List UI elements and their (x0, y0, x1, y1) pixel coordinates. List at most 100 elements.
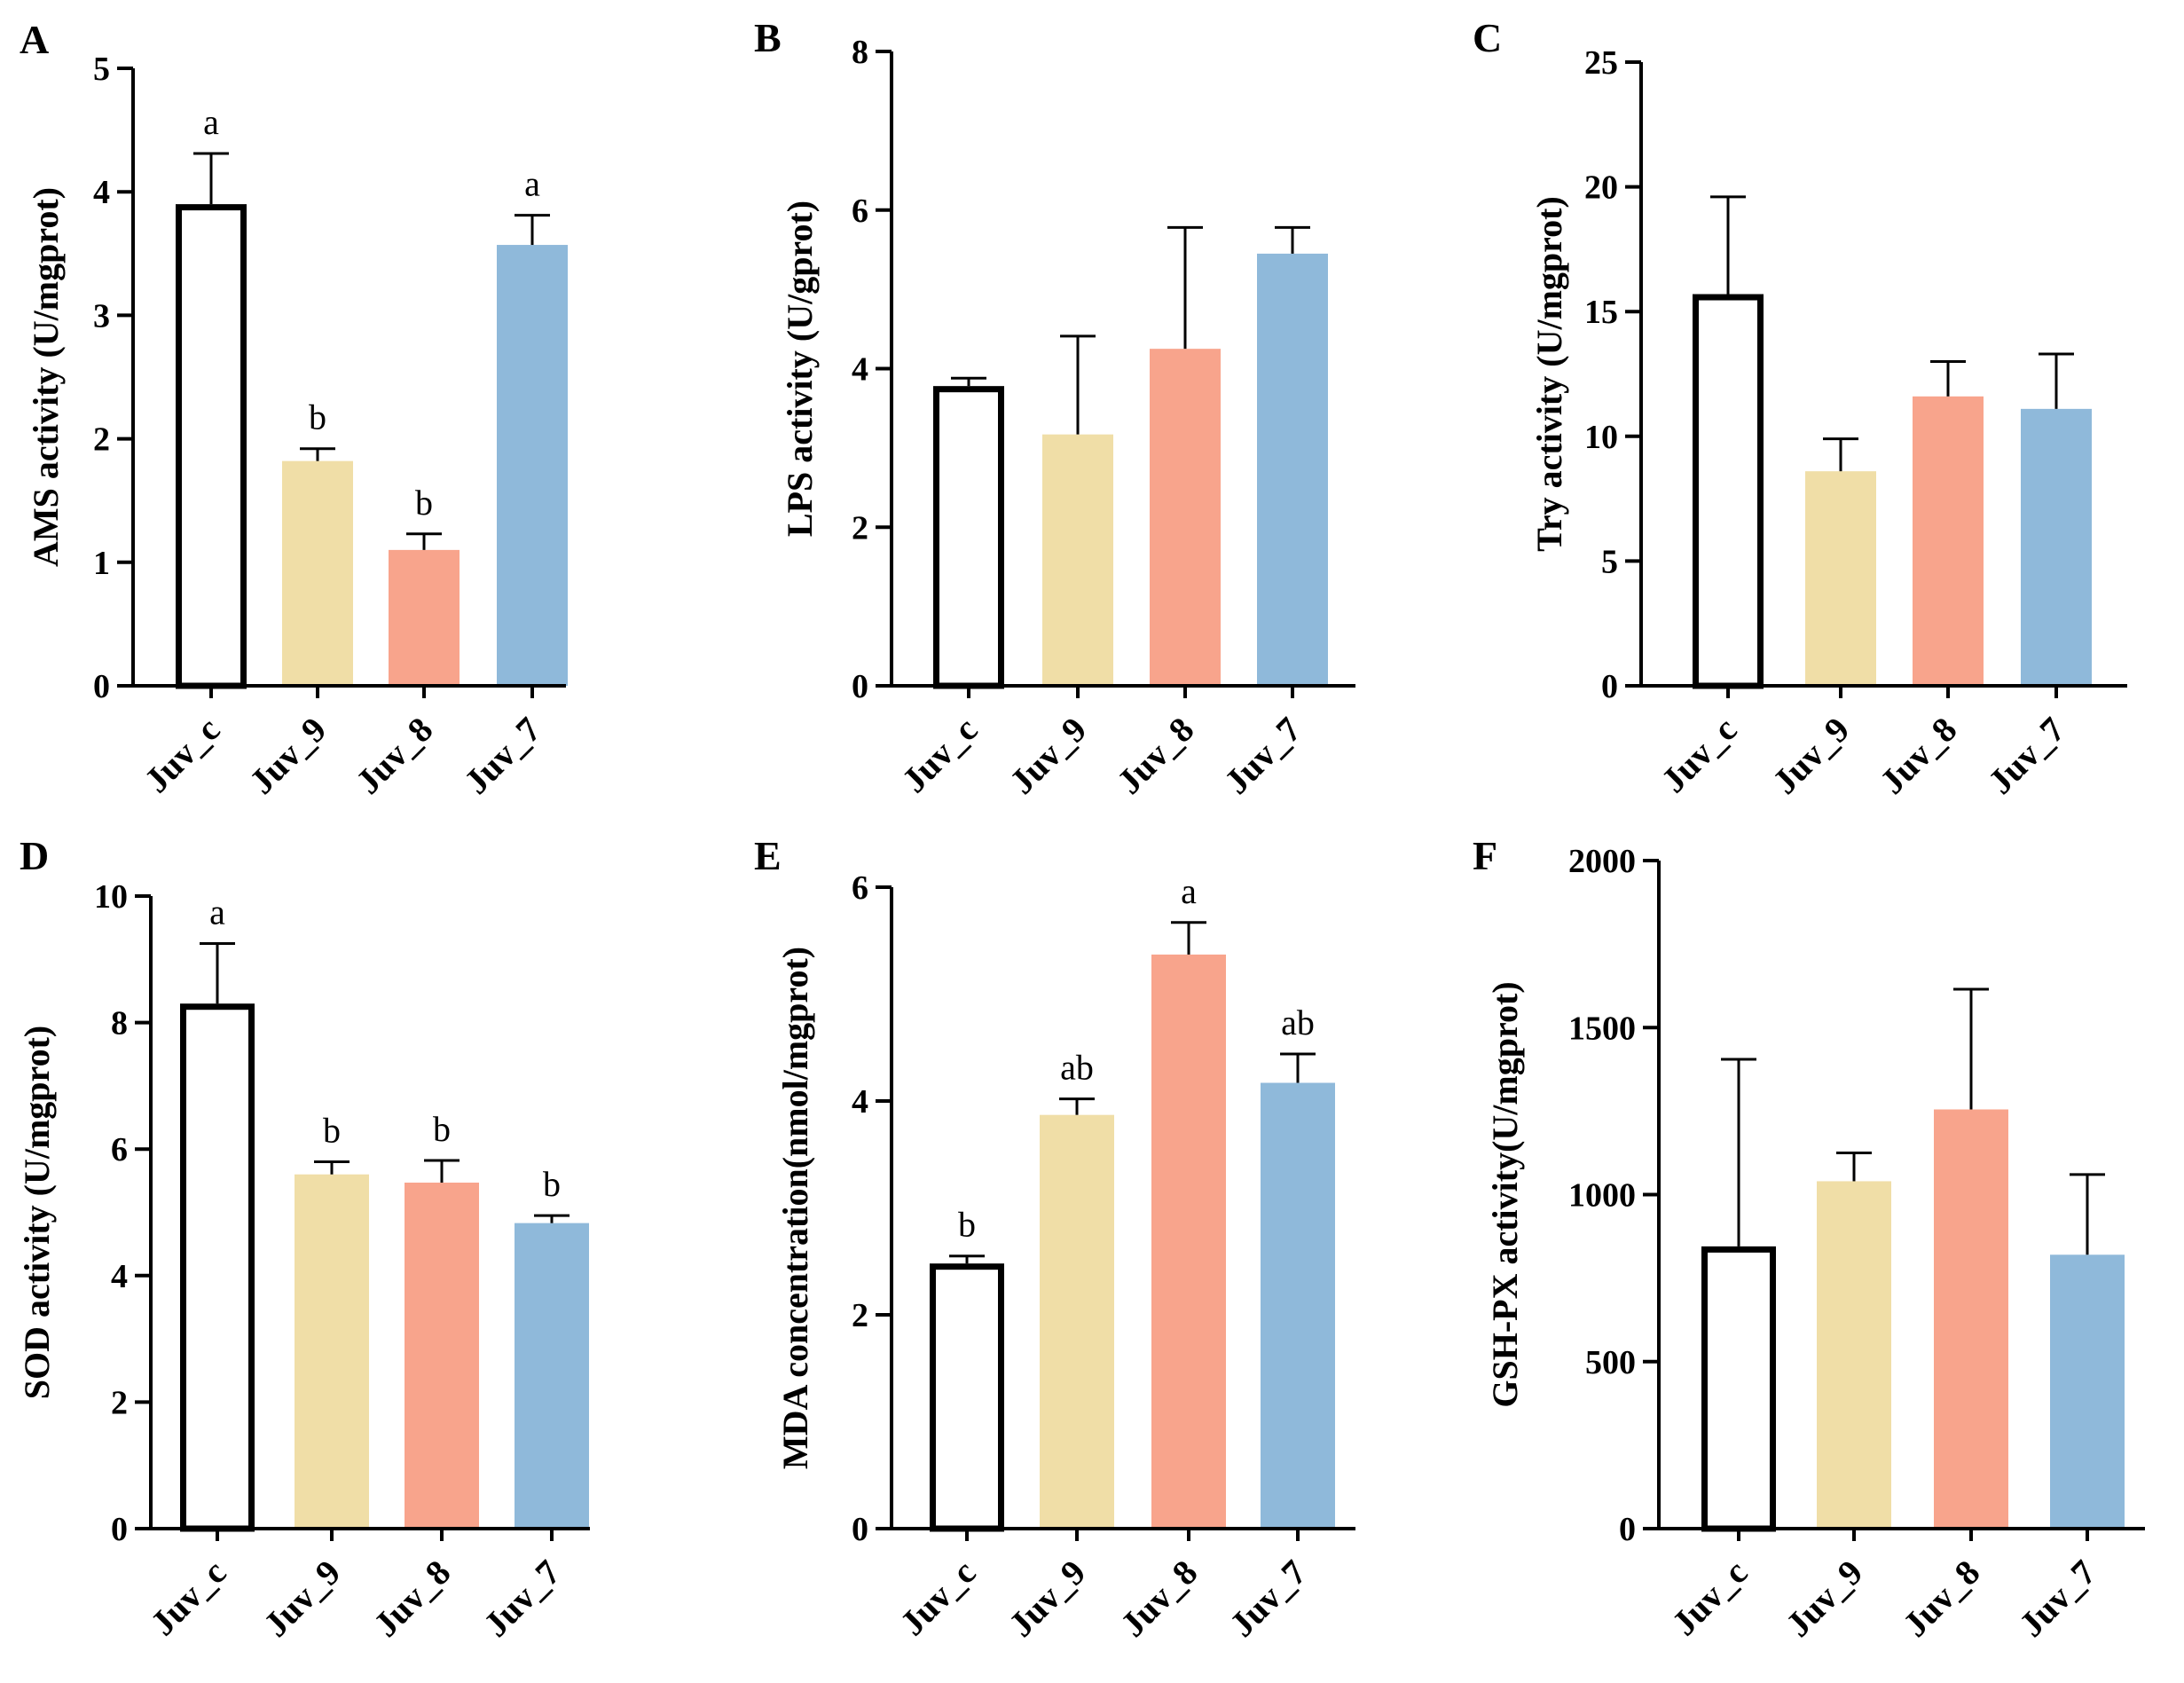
panel-label: B (754, 15, 782, 60)
y-tick-label: 1 (93, 545, 110, 582)
y-tick-label: 4 (852, 1083, 868, 1121)
significance-letter: b (309, 397, 326, 437)
y-tick-label: 2000 (1568, 843, 1636, 880)
x-tick-label: Juv_7 (1222, 1553, 1314, 1645)
y-tick-label: 3 (93, 297, 110, 334)
y-tick-label: 25 (1584, 44, 1618, 82)
bar-juv-7 (515, 1223, 589, 1529)
x-tick-label: Juv_8 (1109, 710, 1201, 802)
y-axis-label: LPS activity (U/gprot) (780, 201, 820, 537)
x-tick-label: Juv_7 (456, 710, 548, 802)
y-tick-label: 10 (1584, 419, 1618, 456)
bar-juv-8 (1934, 1109, 2008, 1529)
bar-juv-7 (2050, 1254, 2125, 1529)
significance-letter: b (543, 1164, 561, 1204)
bar-juv-c (176, 204, 247, 689)
bar-juv-c (180, 1003, 255, 1532)
x-tick-label: Juv_c (1664, 1553, 1756, 1644)
panel-e: E MDA concentration(nmol/mgprot) b Juv_c ab J… (754, 833, 1355, 1645)
x-tick-label: Juv_c (1654, 710, 1745, 801)
y-tick-label: 10 (94, 878, 128, 916)
y-tick-label: 8 (852, 34, 868, 71)
significance-letter: a (1181, 871, 1197, 911)
y-axis-label: GSH-PX activity(U/mgprot) (1485, 981, 1525, 1407)
panel-label: C (1473, 15, 1502, 60)
bar-juv-8 (1150, 349, 1221, 686)
bar-juv-9 (295, 1174, 369, 1529)
y-tick-label: 0 (1619, 1511, 1636, 1548)
y-tick-label: 0 (852, 668, 868, 705)
bar-juv-c (1701, 1246, 1776, 1532)
y-tick-label: 2 (852, 1297, 868, 1334)
x-tick-label: Juv_c (894, 710, 986, 801)
x-tick-label: Juv_c (137, 710, 228, 801)
significance-letter: b (415, 483, 433, 523)
y-tick-label: 0 (1601, 668, 1618, 705)
y-axis-label: AMS activity (U/mgprot) (26, 187, 66, 567)
x-tick-label: Juv_c (892, 1553, 984, 1644)
y-axis-label: Try activity (U/mgprot) (1529, 196, 1569, 552)
x-tick-label: Juv_7 (2011, 1553, 2103, 1645)
y-tick-label: 6 (852, 869, 868, 907)
y-tick-label: 500 (1585, 1344, 1636, 1381)
y-tick-label: 4 (111, 1258, 128, 1295)
y-tick-label: 2 (852, 509, 868, 547)
panel-a: A AMS activity (U/mgprot) a Juv_c b Juv_9 b Juv… (20, 17, 568, 802)
significance-letter: ab (1060, 1048, 1094, 1088)
significance-letter: a (203, 102, 219, 142)
y-tick-label: 0 (93, 668, 110, 705)
x-tick-label: Juv_8 (1872, 710, 1964, 802)
y-tick-label: 20 (1584, 169, 1618, 207)
y-tick-label: 0 (111, 1511, 128, 1548)
bar-juv-7 (1261, 1082, 1335, 1529)
x-tick-label: Juv_7 (1980, 710, 2072, 802)
x-tick-label: Juv_9 (241, 710, 334, 802)
significance-letter: b (433, 1109, 451, 1149)
bar-juv-9 (1805, 471, 1876, 686)
x-tick-label: Juv_c (143, 1553, 234, 1644)
significance-letter: ab (1281, 1003, 1315, 1042)
bar-juv-7 (2021, 408, 2092, 686)
x-tick-label: Juv_8 (1895, 1553, 1987, 1645)
x-tick-label: Juv_9 (1002, 710, 1094, 802)
bar-juv-9 (1042, 434, 1113, 686)
panel-label: F (1473, 833, 1497, 878)
y-tick-label: 6 (852, 193, 868, 230)
bar-juv-9 (1817, 1181, 1891, 1529)
x-tick-label: Juv_9 (1001, 1553, 1093, 1645)
y-tick-label: 1000 (1568, 1177, 1636, 1215)
bar-juv-7 (497, 245, 568, 686)
significance-letter: a (209, 892, 225, 932)
y-tick-label: 5 (93, 51, 110, 88)
bar-juv-8 (405, 1182, 479, 1529)
y-tick-label: 6 (111, 1131, 128, 1168)
x-tick-label: Juv_9 (1764, 710, 1857, 802)
y-tick-label: 8 (111, 1005, 128, 1042)
x-tick-label: Juv_7 (475, 1553, 568, 1645)
y-tick-label: 2 (111, 1384, 128, 1421)
y-tick-label: 4 (852, 351, 868, 389)
x-tick-label: Juv_7 (1216, 710, 1308, 802)
bar-juv-8 (389, 549, 460, 686)
x-tick-label: Juv_9 (255, 1553, 348, 1645)
bar-juv-c (930, 1263, 1004, 1532)
panel-label: E (754, 833, 782, 878)
y-tick-label: 4 (93, 174, 110, 211)
x-tick-label: Juv_8 (348, 710, 440, 802)
y-tick-label: 2 (93, 421, 110, 459)
significance-letter: b (323, 1110, 341, 1150)
bar-juv-8 (1151, 954, 1226, 1529)
y-tick-label: 15 (1584, 294, 1618, 331)
y-axis-label: MDA concentration(nmol/mgprot) (775, 947, 815, 1469)
panel-label: A (20, 17, 49, 62)
panel-b: B LPS activity (U/gprot) Juv_c Juv_9 Juv_8 Ju… (754, 15, 1355, 802)
y-tick-label: 0 (852, 1511, 868, 1548)
bar-juv-c (1693, 294, 1764, 689)
panel-f: F GSH-PX activity(U/mgprot) Juv_c Juv_9 Juv_… (1473, 833, 2145, 1645)
y-tick-label: 1500 (1568, 1010, 1636, 1047)
x-tick-label: Juv_8 (365, 1553, 458, 1645)
y-tick-label: 5 (1601, 543, 1618, 580)
x-tick-label: Juv_8 (1112, 1553, 1205, 1645)
significance-letter: a (524, 164, 540, 204)
